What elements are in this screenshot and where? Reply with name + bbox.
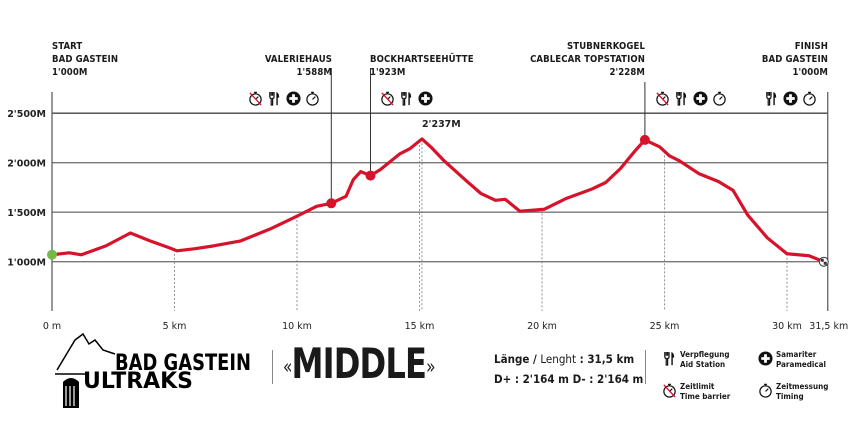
x-tick-label: 31,5 km	[809, 321, 848, 332]
start-marker	[47, 249, 57, 260]
waypoint-finish: FINISH BAD GASTEIN 1'000M	[761, 41, 828, 78]
logo-text-bad-gastein: BAD GASTEIN	[115, 351, 251, 376]
x-tick-label: 30 km	[772, 321, 802, 332]
timing-icon	[305, 91, 320, 110]
time-barrier-icon	[655, 91, 670, 110]
peak-label: 2'237M	[422, 119, 461, 130]
race-elevation: D+ : 2'164 m D- : 2'164 m	[494, 372, 644, 386]
finish-checker	[820, 258, 827, 265]
paramedical-icon	[286, 91, 301, 110]
legend-aid-station: Verpflegung Aid Station	[662, 350, 730, 370]
valeriehaus-icons	[248, 91, 320, 110]
x-tick-label: 5 km	[163, 321, 187, 332]
time-barrier-icon	[380, 91, 395, 110]
bad-gastein-ultraks-logo: BAD GASTEIN ULTRAKS	[55, 332, 251, 408]
time-barrier-icon	[662, 382, 677, 402]
elevation-line	[51, 137, 825, 264]
y-tick-label: 2'000M	[7, 159, 46, 170]
x-tick-label: 20 km	[527, 321, 557, 332]
waypoint-valeriehaus: VALERIEHAUS 1'588M	[264, 54, 332, 78]
aid-station-icon	[267, 91, 282, 110]
paramedical-icon	[783, 91, 798, 110]
legend-time-barrier: Zeitlimit Time barrier	[662, 382, 730, 402]
valeriehaus-marker	[326, 198, 337, 209]
paramedical-icon	[758, 350, 773, 370]
waypoint-start: START BAD GASTEIN 1'000M	[52, 41, 119, 78]
logo-text-ultraks: ULTRAKS	[83, 369, 193, 394]
finish-icons	[764, 91, 817, 110]
finish-marker-circle	[818, 256, 829, 267]
x-tick-label: 0 m	[43, 321, 61, 332]
bockhartseehuette-marker	[365, 170, 376, 181]
race-title: «MIDDLE»	[283, 339, 435, 388]
x-tick-label: 15 km	[405, 321, 435, 332]
stubnerkogel-marker	[639, 134, 650, 145]
aid-station-icon	[764, 91, 779, 110]
paramedical-icon	[693, 91, 708, 110]
timing-icon	[758, 382, 773, 402]
y-tick-label: 1'000M	[7, 258, 46, 269]
time-barrier-icon	[248, 91, 263, 110]
timing-icon	[802, 91, 817, 110]
x-tick-label: 10 km	[282, 321, 312, 332]
divider	[272, 350, 273, 384]
aid-station-icon	[399, 91, 414, 110]
aid-station-icon	[674, 91, 689, 110]
legend-timing: Zeitmessung Timing	[758, 382, 828, 402]
x-tick-label: 25 km	[650, 321, 680, 332]
race-length: Länge / Lenght : 31,5 km	[494, 352, 635, 366]
legend-paramedical: Samariter Paramedical	[758, 350, 826, 370]
paramedical-icon	[418, 91, 433, 110]
aid-station-icon	[662, 350, 677, 370]
bockhart-icons	[380, 91, 433, 110]
y-tick-label: 2'500M	[7, 109, 46, 120]
timing-icon	[712, 91, 727, 110]
waypoint-bockhartseehuette: BOCKHARTSEEHÜTTE 1'923M	[370, 54, 474, 78]
stubnerkogel-icons	[655, 91, 727, 110]
finish-flag-marker	[818, 256, 829, 267]
y-tick-label: 1'500M	[7, 208, 46, 219]
divider	[645, 350, 646, 384]
waypoint-stubnerkogel: STUBNERKOGEL CABLECAR TOPSTATION 2'228M	[530, 41, 645, 78]
